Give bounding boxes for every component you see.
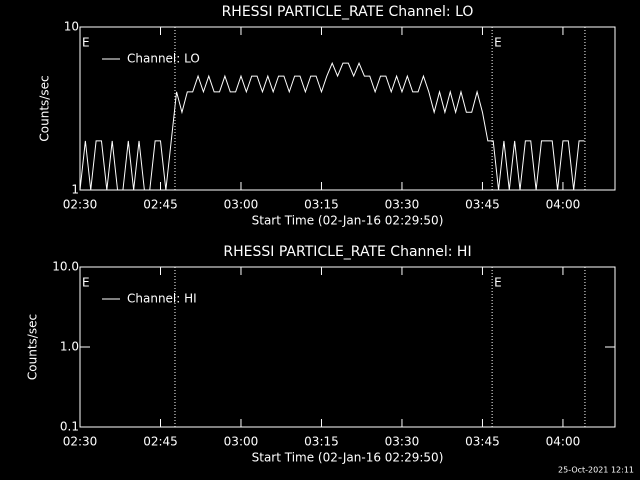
annotation: E bbox=[494, 36, 502, 50]
y-tick-label: 1 bbox=[71, 183, 79, 197]
data-line bbox=[79, 61, 585, 191]
x-tick-label: 02:45 bbox=[143, 435, 178, 449]
y-tick-label: 0.1 bbox=[60, 420, 79, 434]
plot-frame bbox=[79, 26, 616, 191]
x-tick-label: 04:00 bbox=[546, 435, 581, 449]
y-tick-label: 1.0 bbox=[60, 340, 79, 354]
x-tick-label: 03:45 bbox=[465, 198, 500, 212]
x-tick-label: 04:00 bbox=[546, 198, 581, 212]
x-tick-label: 02:30 bbox=[63, 198, 98, 212]
y-tick-label: 10 bbox=[64, 20, 79, 34]
annotation: E bbox=[82, 276, 90, 290]
annotation: E bbox=[82, 36, 90, 50]
y-axis-label: Counts/sec bbox=[26, 314, 40, 380]
x-tick-label: 02:30 bbox=[63, 435, 98, 449]
x-axis-label: Start Time (02-Jan-16 02:29:50) bbox=[252, 451, 444, 465]
x-tick-label: 03:15 bbox=[304, 435, 339, 449]
legend-label: Channel: LO bbox=[127, 52, 200, 66]
x-tick-label: 03:00 bbox=[224, 435, 259, 449]
x-tick-label: 02:45 bbox=[143, 198, 178, 212]
x-tick-label: 03:15 bbox=[304, 198, 339, 212]
annotation: E bbox=[494, 276, 502, 290]
y-axis-label: Counts/sec bbox=[38, 75, 52, 141]
x-tick-label: 03:00 bbox=[224, 198, 259, 212]
x-tick-label: 03:30 bbox=[385, 435, 420, 449]
y-tick-label: 10.0 bbox=[52, 260, 79, 274]
legend-label: Channel: HI bbox=[127, 292, 197, 306]
chart-title: RHESSI PARTICLE_RATE Channel: HI bbox=[223, 244, 471, 260]
x-tick-label: 03:30 bbox=[385, 198, 420, 212]
x-axis-label: Start Time (02-Jan-16 02:29:50) bbox=[252, 214, 444, 228]
chart-title: RHESSI PARTICLE_RATE Channel: LO bbox=[222, 4, 474, 20]
x-tick-label: 03:45 bbox=[465, 435, 500, 449]
footer-date: 25-Oct-2021 12:11 bbox=[558, 466, 634, 475]
